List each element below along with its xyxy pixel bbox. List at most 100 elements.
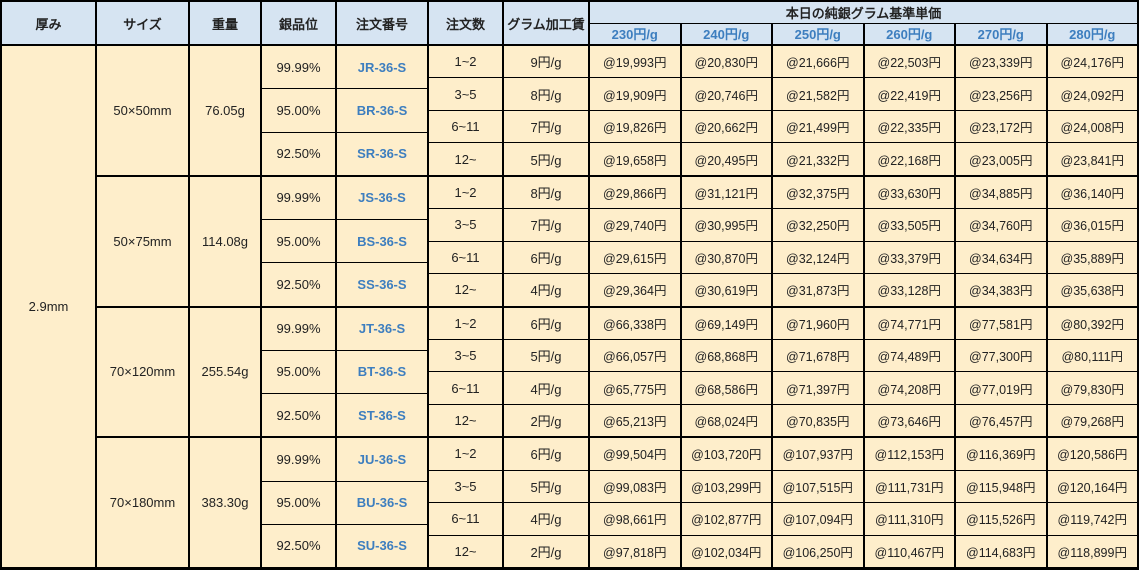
qty-cell: 1~2: [429, 176, 504, 209]
price-cell: @76,457円: [956, 404, 1048, 437]
size-cell: 70×180mm: [97, 438, 190, 567]
table-row: 1~2 6円/g @66,338円 @69,149円 @71,960円 @74,…: [429, 307, 1137, 340]
price-cell: @77,019円: [956, 372, 1048, 404]
price-cell: @107,515円: [773, 470, 865, 503]
price-cell: @71,397円: [773, 372, 865, 404]
order-number-link[interactable]: JT-36-S: [358, 321, 406, 337]
price-cell: @19,826円: [590, 110, 682, 143]
price-cell: @111,731円: [865, 470, 956, 503]
variant-row: 95.00% BS-36-S: [262, 220, 427, 264]
order-number-link[interactable]: BS-36-S: [357, 233, 407, 249]
qty-cell: 1~2: [429, 307, 504, 339]
fee-cell: 8円/g: [504, 176, 590, 209]
order-number-link[interactable]: ST-36-S: [358, 407, 406, 423]
price-cell: @103,720円: [682, 438, 773, 470]
order-number-link[interactable]: SU-36-S: [357, 538, 407, 554]
price-cell: @77,300円: [956, 339, 1048, 372]
fee-cell: 5円/g: [504, 339, 590, 372]
table-row: 12~ 5円/g @19,658円 @20,495円 @21,332円 @22,…: [429, 143, 1137, 175]
purity-order-column: 99.99% JU-36-S 95.00% BU-36-S 92.50% SU-…: [262, 438, 429, 567]
price-cell: @20,830円: [682, 46, 773, 78]
price-cell: @68,024円: [682, 404, 773, 437]
price-cell: @79,830円: [1060, 382, 1124, 397]
price-cell: @71,678円: [773, 339, 865, 372]
quantity-rows: 1~2 8円/g @29,866円 @31,121円 @32,375円 @33,…: [429, 176, 1137, 306]
price-cell: @65,213円: [590, 404, 682, 437]
price-cell: @102,034円: [682, 535, 773, 567]
variant-row: 99.99% JT-36-S: [262, 307, 427, 351]
price-cell: @66,057円: [590, 339, 682, 372]
price-cell: @120,164円: [1057, 480, 1128, 495]
header-weight: 重量: [190, 2, 262, 44]
variant-row: 92.50% SU-36-S: [262, 524, 427, 567]
size-block: 50×75mm 114.08g 99.99% JS-36-S 95.00% BS…: [97, 176, 1137, 308]
order-number-link[interactable]: JU-36-S: [357, 451, 407, 467]
price-cell: @19,909円: [590, 78, 682, 110]
price-cell: @24,176円: [1060, 56, 1124, 71]
order-number-link[interactable]: BT-36-S: [357, 364, 407, 380]
price-cell: @32,375円: [773, 176, 865, 209]
table-row: 3~5 5円/g @99,083円 @103,299円 @107,515円 @1…: [429, 470, 1137, 504]
price-cell: @20,495円: [682, 143, 773, 175]
price-cell: @102,877円: [682, 503, 773, 535]
order-number-link[interactable]: BU-36-S: [356, 495, 408, 511]
price-cell: @31,121円: [682, 176, 773, 209]
table-row: 3~5 7円/g @29,740円 @30,995円 @32,250円 @33,…: [429, 209, 1137, 242]
quantity-rows: 1~2 6円/g @66,338円 @69,149円 @71,960円 @74,…: [429, 307, 1137, 437]
price-cell: @74,771円: [865, 307, 956, 339]
table-row: 6~11 4円/g @65,775円 @68,586円 @71,397円 @74…: [429, 372, 1137, 405]
order-number-link[interactable]: JS-36-S: [358, 190, 406, 206]
order-number-link[interactable]: JR-36-S: [357, 59, 407, 75]
header-rate-260: 260円/g: [865, 23, 956, 44]
price-cell: @34,383円: [956, 274, 1048, 306]
table-row: 6~11 6円/g @29,615円 @30,870円 @32,124円 @33…: [429, 241, 1137, 275]
price-cell: @21,582円: [773, 78, 865, 110]
price-cell: @19,993円: [590, 46, 682, 78]
order-number-link[interactable]: SS-36-S: [357, 276, 407, 292]
header-purity: 銀品位: [262, 2, 337, 44]
price-cell: @30,619円: [682, 274, 773, 306]
header-base-price-title: 本日の純銀グラム基準単価: [590, 2, 1137, 24]
header-fee: グラム加工賃: [504, 2, 590, 44]
purity-cell: 92.50%: [262, 132, 337, 175]
size-blocks: 50×50mm 76.05g 99.99% JR-36-S 95.00% BR-…: [97, 46, 1137, 567]
qty-cell: 3~5: [429, 339, 504, 372]
price-cell: @110,467円: [865, 535, 956, 567]
fee-cell: 6円/g: [504, 307, 590, 339]
purity-cell: 99.99%: [262, 307, 337, 350]
purity-cell: 99.99%: [262, 438, 337, 481]
price-cell: @34,885円: [956, 176, 1048, 209]
price-cell: @30,995円: [682, 209, 773, 241]
order-number-link[interactable]: BR-36-S: [356, 102, 408, 118]
price-cell: @74,208円: [865, 372, 956, 404]
purity-cell: 99.99%: [262, 176, 337, 219]
price-cell: @30,870円: [682, 241, 773, 274]
purity-cell: 95.00%: [262, 481, 337, 524]
price-cell: @99,504円: [590, 438, 682, 470]
qty-cell: 3~5: [429, 470, 504, 503]
price-cell: @21,499円: [773, 110, 865, 143]
size-block: 70×180mm 383.30g 99.99% JU-36-S 95.00% B…: [97, 438, 1137, 567]
size-block: 70×120mm 255.54g 99.99% JT-36-S 95.00% B…: [97, 307, 1137, 439]
variant-row: 99.99% JU-36-S: [262, 438, 427, 482]
price-cell: @22,335円: [865, 110, 956, 143]
fee-cell: 6円/g: [504, 438, 590, 470]
price-cell: @70,835円: [773, 404, 865, 437]
price-cell: @23,841円: [1060, 153, 1124, 168]
price-cell: @32,124円: [773, 241, 865, 274]
variant-row: 95.00% BR-36-S: [262, 89, 427, 133]
weight-cell: 114.08g: [190, 176, 262, 306]
price-cell: @22,419円: [865, 78, 956, 110]
purity-cell: 92.50%: [262, 524, 337, 567]
order-number-link[interactable]: SR-36-S: [357, 146, 407, 162]
price-cell: @31,873円: [773, 274, 865, 306]
price-cell: @21,332円: [773, 143, 865, 175]
price-cell: @19,658円: [590, 143, 682, 175]
price-cell: @34,634円: [956, 241, 1048, 274]
weight-cell: 383.30g: [190, 438, 262, 567]
fee-cell: 4円/g: [504, 274, 590, 306]
purity-order-column: 99.99% JT-36-S 95.00% BT-36-S 92.50% ST-…: [262, 307, 429, 437]
variant-row: 99.99% JS-36-S: [262, 176, 427, 220]
table-row: 6~11 4円/g @98,661円 @102,877円 @107,094円 @…: [429, 503, 1137, 536]
